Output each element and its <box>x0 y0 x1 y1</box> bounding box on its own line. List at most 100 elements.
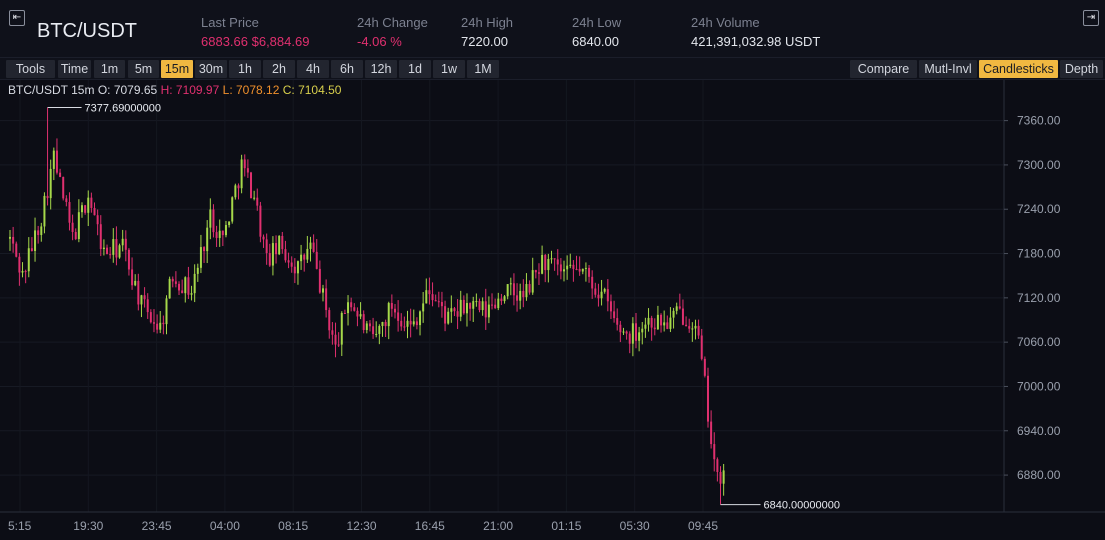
candle-body <box>121 238 124 246</box>
candlestick-chart[interactable]: 7360.00 7300.00 7240.00 7180.00 7120.00 7060.… <box>0 80 1105 540</box>
candle-body <box>178 283 181 291</box>
interval-1m-button[interactable]: 1m <box>94 60 125 78</box>
candle-body <box>46 195 49 199</box>
candle-body <box>218 230 221 238</box>
candle-body <box>660 314 663 326</box>
candle-body <box>506 284 509 297</box>
candle-body <box>52 150 55 169</box>
candle-body <box>318 268 321 293</box>
candle-body <box>290 262 293 267</box>
price-tick-label: 7180.00 <box>1017 247 1061 261</box>
candle-body <box>328 310 331 331</box>
candle-body <box>353 307 356 311</box>
stat-24h-low: 24h Low 6840.00 <box>572 15 621 49</box>
interval-6h-button[interactable]: 6h <box>331 60 363 78</box>
interval-5m-button[interactable]: 5m <box>128 60 159 78</box>
candle-body <box>265 239 268 254</box>
candle-body <box>174 281 177 284</box>
candle-body <box>77 212 80 240</box>
candle-body <box>55 150 58 173</box>
candle-body <box>628 333 631 344</box>
candle-body <box>678 306 681 309</box>
time-tick-label: 08:15 <box>278 519 308 533</box>
candle-body <box>275 243 278 255</box>
interval-15m-button[interactable]: 15m <box>161 60 193 78</box>
low-24h-value: 6840.00 <box>572 34 619 49</box>
candle-body <box>415 321 418 326</box>
interval-30m-button[interactable]: 30m <box>195 60 227 78</box>
stat-24h-volume: 24h Volume 421,391,032.98 USDT <box>691 15 820 49</box>
legend-low: 7078.12 <box>236 83 280 97</box>
candle-body <box>68 202 71 223</box>
interval-12h-button[interactable]: 12h <box>365 60 397 78</box>
market-header: ⇤ BTC/USDT Last Price 6883.66 $6,884.69 … <box>0 0 1105 58</box>
candle-body <box>224 225 227 236</box>
candle-body <box>710 421 713 445</box>
candle-body <box>700 335 703 359</box>
candle-body <box>412 321 415 325</box>
candle-body <box>209 209 212 228</box>
candle-body <box>672 310 675 318</box>
candle-body <box>528 284 531 293</box>
candle-body <box>37 230 40 235</box>
candle-body <box>90 197 93 208</box>
candle-body <box>516 295 519 301</box>
candle-body <box>102 247 105 250</box>
candle-body <box>431 294 434 301</box>
legend-symbol: BTC/USDT 15m <box>8 83 95 97</box>
price-tick-label: 7000.00 <box>1017 379 1061 393</box>
interval-4h-button[interactable]: 4h <box>297 60 329 78</box>
collapse-left-icon[interactable]: ⇤ <box>9 10 25 26</box>
candle-body <box>578 268 581 272</box>
candle-body <box>475 301 478 303</box>
min-price-label: 6840.00000000 <box>764 500 840 512</box>
candle-body <box>393 308 396 313</box>
candle-body <box>65 198 68 203</box>
candle-body <box>597 294 600 299</box>
stat-label: 24h High <box>461 15 514 30</box>
candle-body <box>18 256 21 273</box>
candle-body <box>572 264 575 269</box>
candles <box>9 107 725 505</box>
multi-interval-button[interactable]: Mutl-Invl <box>919 60 977 78</box>
candle-body <box>365 323 368 330</box>
price-tick-label: 6880.00 <box>1017 468 1061 482</box>
stat-label: 24h Change <box>357 15 428 30</box>
candle-body <box>80 205 83 213</box>
interval-1M-button[interactable]: 1M <box>467 60 499 78</box>
interval-1h-button[interactable]: 1h <box>229 60 261 78</box>
candle-body <box>293 266 296 274</box>
candle-body <box>334 334 337 345</box>
tools-button[interactable]: Tools <box>6 60 55 78</box>
candle-body <box>487 304 490 318</box>
legend-high: 7109.97 <box>175 83 220 97</box>
price-tick-label: 7060.00 <box>1017 335 1061 349</box>
candle-body <box>59 172 62 177</box>
candle-body <box>409 320 412 325</box>
candle-body <box>669 317 672 329</box>
depth-button[interactable]: Depth <box>1060 60 1103 78</box>
candle-body <box>719 472 722 484</box>
candle-body <box>243 159 246 169</box>
compare-button[interactable]: Compare <box>850 60 917 78</box>
candle-body <box>656 314 659 330</box>
candle-body <box>156 323 159 330</box>
time-tick-label: 12:30 <box>346 519 376 533</box>
stat-last-price: Last Price 6883.66 $6,884.69 <box>201 15 309 49</box>
candle-body <box>112 239 115 255</box>
candle-body <box>478 301 481 311</box>
candlesticks-button[interactable]: Candlesticks <box>979 60 1058 78</box>
candle-body <box>134 280 137 286</box>
stat-label: Last Price <box>201 15 259 30</box>
candle-body <box>99 224 102 250</box>
candle-body <box>24 271 27 273</box>
candle-body <box>381 322 384 327</box>
interval-2h-button[interactable]: 2h <box>263 60 295 78</box>
candle-body <box>240 159 243 189</box>
interval-1w-button[interactable]: 1w <box>433 60 465 78</box>
interval-1d-button[interactable]: 1d <box>399 60 431 78</box>
candle-body <box>362 314 365 330</box>
time-button[interactable]: Time <box>58 60 91 78</box>
expand-right-icon[interactable]: ⇥ <box>1083 10 1099 26</box>
candle-body <box>284 249 287 261</box>
